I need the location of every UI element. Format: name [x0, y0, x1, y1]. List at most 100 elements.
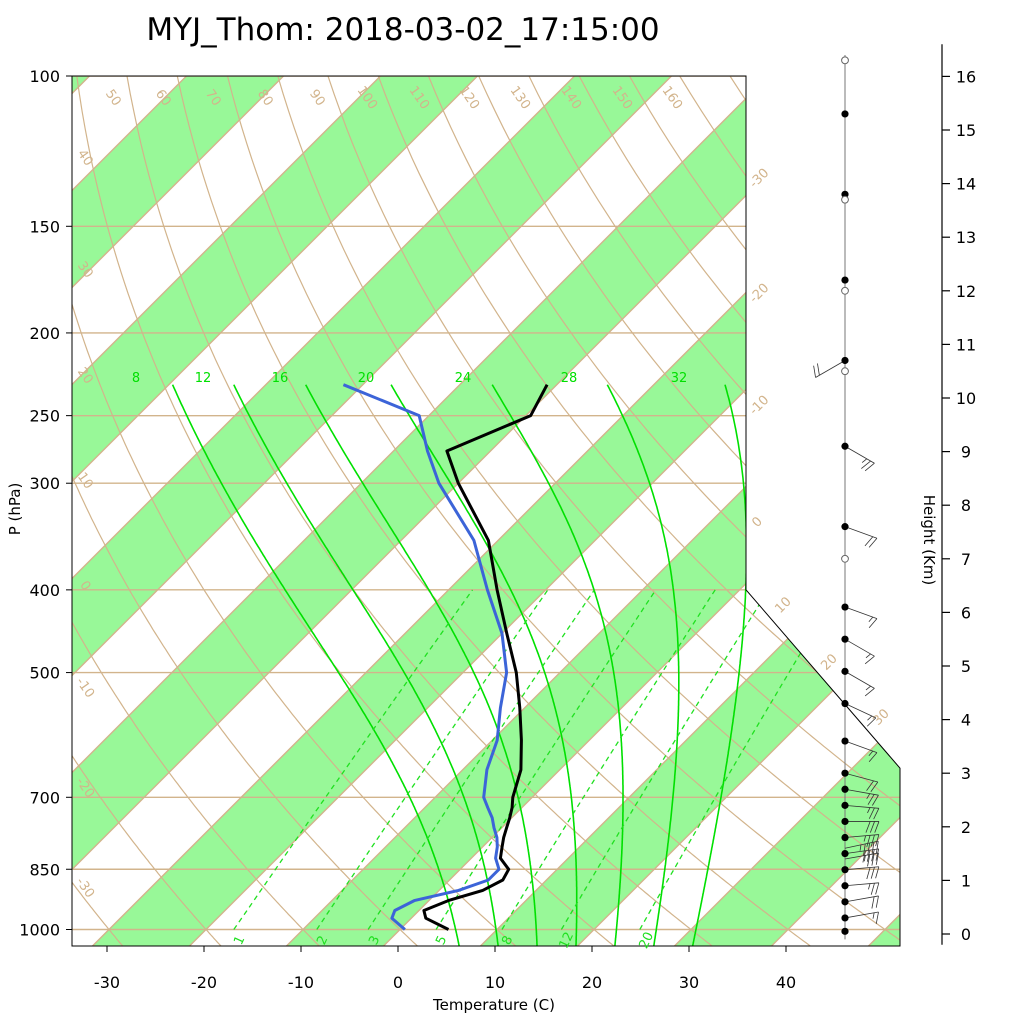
wind-level-dot [841, 276, 849, 284]
temperature-tick-label: 0 [393, 973, 403, 992]
dry-adiabat [72, 76, 518, 946]
left-edge-label: -30 [73, 875, 97, 901]
isotherm-label: -20 [747, 281, 773, 307]
wind-level-dot [841, 785, 849, 793]
temperature-tick-label: 30 [679, 973, 699, 992]
mixing-ratio-line [639, 589, 840, 930]
dry-adiabat [72, 76, 125, 946]
wind-barb-flag [866, 867, 871, 880]
wind-level-dot [841, 927, 849, 935]
moist-adiabat [171, 384, 461, 946]
temperature-band [480, 76, 900, 946]
height-tick-label: 11 [956, 335, 976, 354]
wind-barb-flag [863, 843, 866, 856]
height-axis-label: Height (Km) [920, 495, 938, 586]
wind-barb [844, 740, 878, 754]
height-tick-label: 9 [961, 443, 971, 462]
pressure-tick-label: 850 [29, 860, 60, 879]
wind-barb-flag [871, 896, 875, 909]
wind-barb [844, 804, 879, 809]
wind-barb-flag [875, 866, 880, 879]
height-tick-label: 14 [956, 175, 976, 194]
wind-barb-flag [876, 841, 879, 854]
wind-level-dot [841, 110, 849, 118]
temperature-band [72, 76, 672, 946]
temperature-tick-label: 10 [485, 973, 505, 992]
wind-level-dot [841, 523, 849, 531]
pressure-tick-label: 700 [29, 788, 60, 807]
isotherm-line [480, 76, 900, 946]
dry-adiabat-label: 130 [507, 84, 534, 113]
moist-adiabat [233, 384, 500, 946]
mixing-ratio-line [233, 589, 474, 930]
temperature-tick-label: -20 [191, 973, 217, 992]
mixing-ratio-label: 1 [231, 934, 248, 948]
moist-adiabat-lines [171, 384, 748, 946]
isotherm-lines [72, 76, 900, 946]
wind-level-dot [841, 356, 849, 365]
wind-barb-flag [868, 807, 875, 819]
wind-level-open-dot [841, 554, 849, 563]
wind-barb-flag [875, 848, 880, 861]
height-tick-label: 12 [956, 282, 976, 301]
wind-barb-flag [867, 794, 875, 805]
dry-adiabat [123, 76, 715, 946]
pressure-tick-label: 500 [29, 664, 60, 683]
wind-barb [844, 911, 879, 919]
wind-barb-flag [868, 750, 874, 756]
moist-adiabat [691, 384, 748, 946]
x-axis-label: Temperature (C) [432, 996, 555, 1014]
height-tick-label: 10 [956, 389, 976, 408]
wind-barb-flag [867, 807, 871, 814]
plot-area [72, 76, 900, 946]
wind-barb-flag [863, 835, 867, 842]
wind-level-dot [841, 833, 849, 842]
wind-level-dot [841, 635, 849, 643]
isotherm-label: 30 [870, 706, 892, 728]
wind-barb [844, 834, 879, 838]
isotherm-label: -30 [747, 166, 773, 192]
pressure-tick-label: 250 [29, 407, 60, 426]
wind-barb-flag [866, 780, 874, 791]
wind-barb-flag [870, 883, 875, 895]
wind-barb-flag [866, 717, 877, 727]
dry-adiabat [271, 76, 900, 946]
wind-barb [815, 360, 846, 378]
wind-level-dot [841, 699, 849, 708]
temperature-band [72, 76, 478, 946]
dry-adiabat [469, 76, 900, 946]
moist-adiabat-label: 8 [132, 371, 140, 386]
pressure-tick-label: 400 [29, 581, 60, 600]
wind-level-dot [841, 769, 849, 777]
wind-level-dot [841, 850, 849, 858]
wind-barb [844, 895, 879, 903]
wind-barb [844, 445, 875, 464]
wind-barb-flag [863, 855, 866, 862]
dewpoint-line [342, 383, 509, 931]
height-tick-label: 4 [961, 711, 971, 730]
dry-adiabat-label: 160 [659, 84, 686, 113]
height-tick-label: 2 [961, 818, 971, 837]
wind-barb-flag [868, 616, 874, 622]
mixing-ratio-line [560, 589, 770, 930]
moist-adiabat [606, 384, 680, 946]
wind-barb-flag [873, 808, 880, 820]
moist-adiabat [304, 384, 538, 946]
wind-barb-flag [867, 854, 871, 867]
mixing-ratio-line [367, 589, 595, 930]
dry-adiabat [72, 76, 322, 946]
dry-adiabat [72, 76, 420, 946]
mixing-ratio-label: 12 [557, 930, 578, 951]
dry-adiabat-label: 50 [102, 87, 124, 109]
isotherm-line [577, 76, 900, 946]
mixing-ratio-label: 5 [433, 934, 450, 948]
wind-barb-flag [867, 715, 873, 721]
isotherm-label: -10 [747, 393, 773, 419]
wind-barb-flag [874, 821, 880, 833]
wind-barb-flag [864, 688, 875, 697]
isotherm-line [189, 76, 900, 946]
moist-adiabat-label: 28 [561, 371, 578, 386]
wind-level-dot [841, 898, 849, 906]
